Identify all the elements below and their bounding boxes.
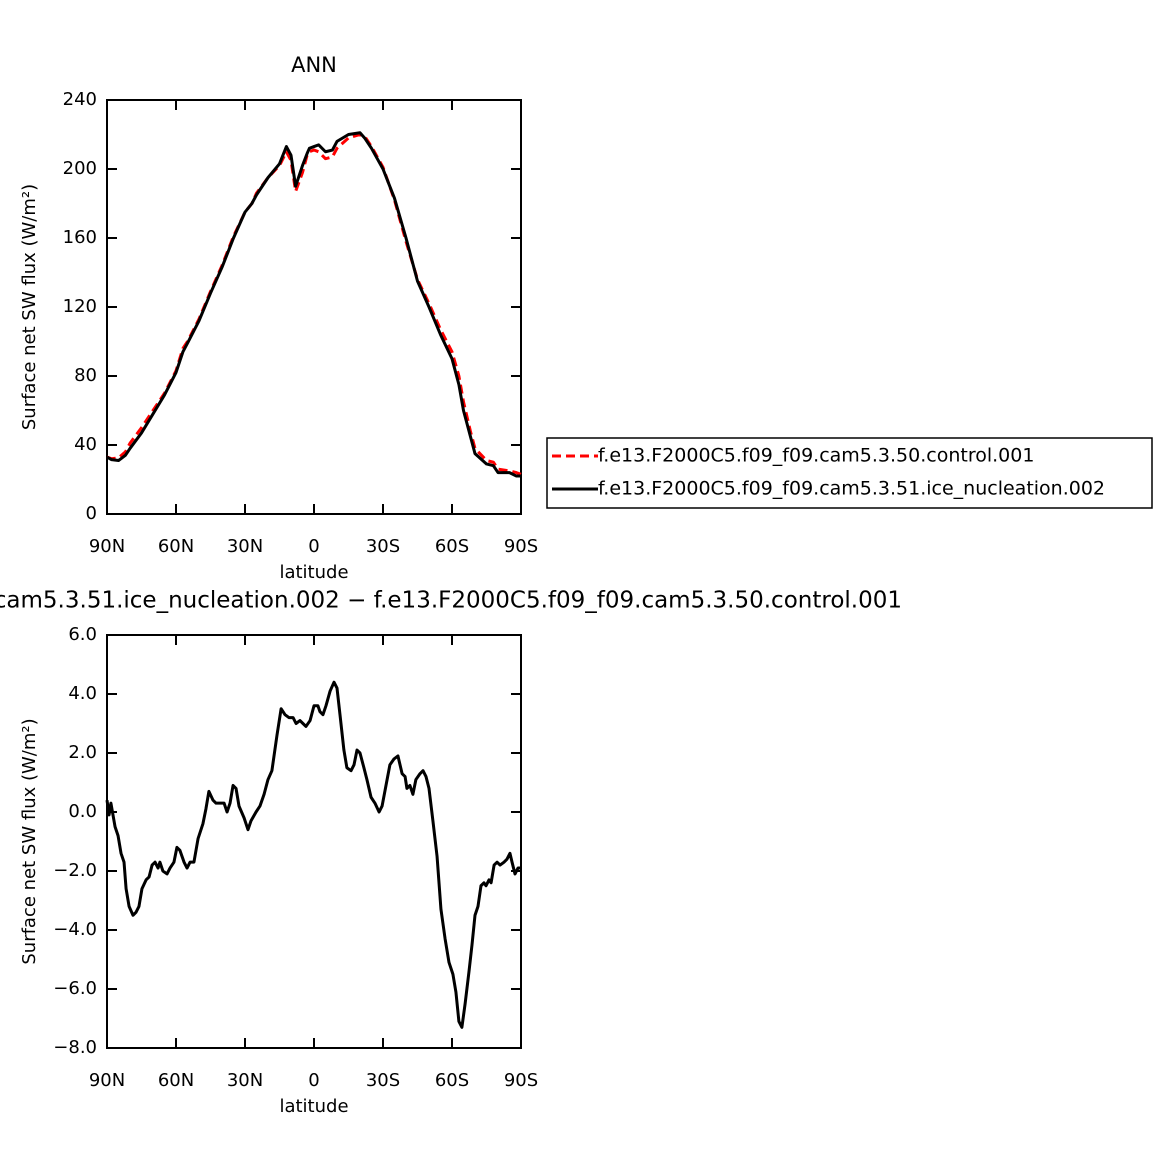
x-axis-label: latitude [279,562,348,583]
chart-title: ANN [291,53,337,77]
y-tick-label: 160 [63,227,97,248]
x-tick-label: 0 [308,1070,319,1091]
y-tick-label: 2.0 [68,742,97,763]
y-tick-label: 4.0 [68,683,97,704]
data-line [106,133,522,476]
y-tick-label: 0.0 [68,801,97,822]
y-tick-label: 80 [74,365,97,386]
legend-label: f.e13.F2000C5.f09_f09.cam5.3.50.control.… [598,445,1034,467]
y-tick-label: −4.0 [53,919,97,940]
y-tick-label: 40 [74,434,97,455]
x-tick-label: 90S [504,536,538,557]
x-tick-label: 90S [504,1070,538,1091]
legend-label: f.e13.F2000C5.f09_f09.cam5.3.51.ice_nucl… [598,478,1105,500]
plot-frame [106,99,522,515]
y-tick-label: 200 [63,158,97,179]
legend-box [546,437,1153,509]
x-tick-label: 60N [158,536,194,557]
x-axis-label: latitude [279,1096,348,1117]
y-axis-label: Surface net SW flux (W/m²) [19,718,40,964]
y-tick-label: 6.0 [68,624,97,645]
y-tick-label: 120 [63,296,97,317]
x-tick-label: 0 [308,536,319,557]
y-tick-label: −8.0 [53,1037,97,1058]
y-tick-label: 240 [63,89,97,110]
plot-frame [106,634,522,1049]
y-axis-label: Surface net SW flux (W/m²) [19,184,40,430]
x-tick-label: 30S [366,1070,400,1091]
x-tick-label: 60S [435,536,469,557]
chart-title: f.e13.F2000C5.f09_f09.cam5.3.51.ice_nucl… [0,588,902,614]
x-tick-label: 30S [366,536,400,557]
y-tick-label: 0 [86,503,97,524]
x-tick-label: 30N [227,1070,263,1091]
y-tick-label: −6.0 [53,978,97,999]
x-tick-label: 30N [227,536,263,557]
y-tick-label: −2.0 [53,860,97,881]
x-tick-label: 90N [89,536,125,557]
x-tick-label: 60S [435,1070,469,1091]
data-line [106,131,521,478]
data-line [105,680,521,1029]
x-tick-label: 60N [158,1070,194,1091]
x-tick-label: 90N [89,1070,125,1091]
